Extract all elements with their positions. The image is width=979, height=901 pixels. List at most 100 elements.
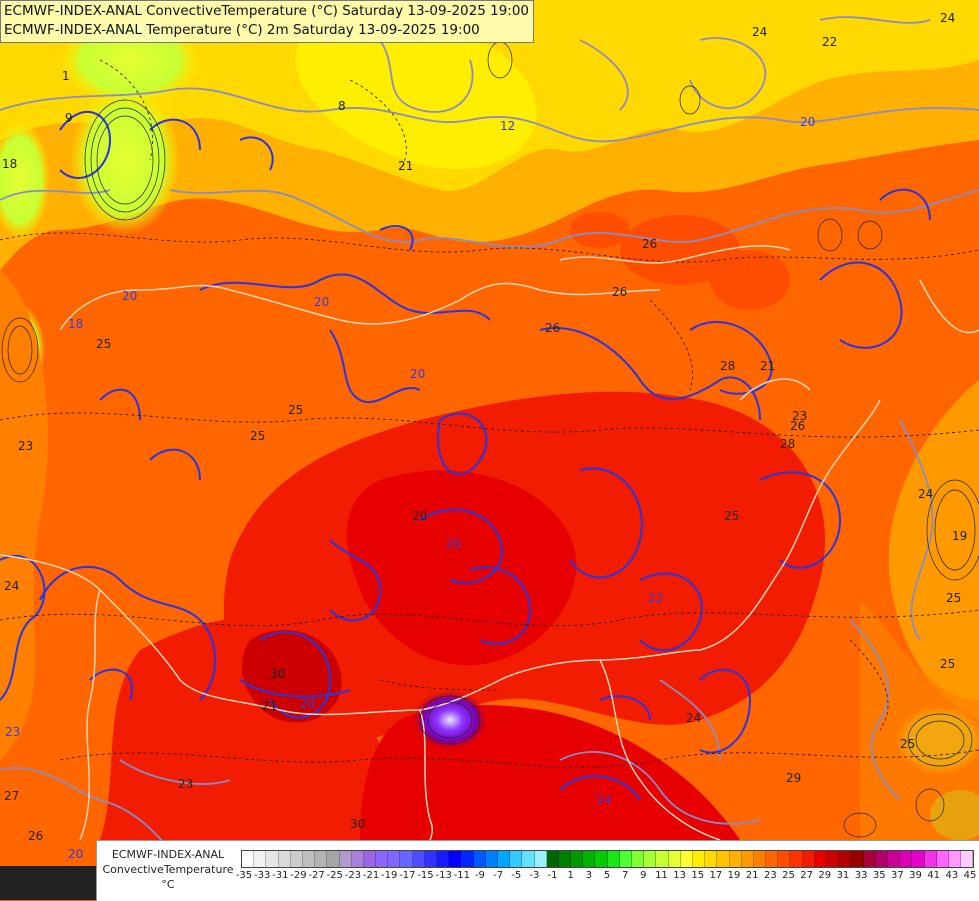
- legend-color-cell: [656, 851, 669, 867]
- legend-tick-label: 17: [709, 870, 723, 881]
- contour-label: 24: [918, 487, 933, 501]
- legend-color-cell: [924, 851, 937, 867]
- contour-label: 9: [65, 111, 73, 125]
- legend-color-cell: [729, 851, 742, 867]
- legend-color-cell: [242, 851, 255, 867]
- dashed-isolines: [0, 59, 979, 768]
- legend-color-cell: [558, 851, 572, 867]
- legend-label-model: ECMWF-INDEX-ANAL: [111, 848, 225, 861]
- contour-label: 27: [4, 789, 19, 803]
- contour-label: 21: [262, 699, 277, 713]
- contour-label: 23: [178, 777, 193, 791]
- legend-tick-label: 13: [673, 870, 686, 881]
- legend-tick-label: -25: [326, 870, 343, 881]
- legend-tick-label: -5: [511, 870, 522, 881]
- legend-tick-label: -1: [547, 870, 558, 881]
- contour-label: 26: [545, 321, 560, 335]
- legend-color-cell: [351, 851, 364, 867]
- map-title-box: ECMWF-INDEX-ANAL ConvectiveTemperature (…: [0, 0, 535, 43]
- legend-tick-label: 41: [927, 870, 941, 881]
- legend-color-cell: [388, 851, 401, 867]
- legend-tick-label: 7: [621, 870, 629, 881]
- legend-color-cell: [827, 851, 840, 867]
- legend-tick-label: 11: [655, 870, 668, 881]
- contour-label: 29: [786, 771, 801, 785]
- legend-color-cell: [802, 851, 815, 867]
- contour-label: 25: [250, 429, 265, 443]
- legend-color-cell: [583, 851, 596, 867]
- legend-color-cell: [363, 851, 377, 867]
- contour-label: 22: [822, 35, 837, 49]
- legend-color-cell: [741, 851, 754, 867]
- legend-color-cell: [400, 851, 413, 867]
- legend-tick-label: 15: [691, 870, 705, 881]
- legend-color-cell: [607, 851, 620, 867]
- contour-label: 26: [642, 237, 657, 251]
- legend-color-cell: [510, 851, 523, 867]
- contour-label: 26: [790, 419, 805, 433]
- legend-color-cell: [717, 851, 730, 867]
- legend-color-cell: [851, 851, 864, 867]
- legend-color-cell: [961, 851, 974, 867]
- legend-color-cell: [680, 851, 693, 867]
- legend-tick-label: -29: [290, 870, 307, 881]
- contour-label: 25: [96, 337, 111, 351]
- legend-color-cell: [290, 851, 303, 867]
- contour-label: 26: [612, 285, 627, 299]
- legend-color-cell: [875, 851, 888, 867]
- legend-tick-label: 43: [945, 870, 959, 881]
- legend-tick-label: -35: [235, 870, 253, 881]
- legend-color-cell: [534, 851, 547, 867]
- contour-label: 24: [940, 11, 955, 25]
- legend-color-cell: [497, 851, 511, 867]
- contour-label: 23: [792, 409, 807, 423]
- contour-label: 24: [4, 579, 19, 593]
- legend-color-cell: [522, 851, 535, 867]
- legend-tick-label: 25: [782, 870, 795, 881]
- legend-color-cell: [339, 851, 352, 867]
- legend-color-cell: [692, 851, 706, 867]
- legend-tick-label: -21: [362, 870, 380, 881]
- legend-color-cell: [302, 851, 316, 867]
- legend-tick-label: -33: [253, 870, 271, 881]
- legend-tick-label: -13: [435, 870, 452, 881]
- legend-tick-label: -19: [381, 870, 398, 881]
- legend-label-unit: °C: [161, 878, 175, 891]
- legend-color-cell: [315, 851, 328, 867]
- legend-color-cell: [376, 851, 389, 867]
- contour-label: 26: [28, 829, 43, 843]
- contour-label: 20: [122, 289, 137, 303]
- legend-color-cell: [778, 851, 791, 867]
- contour-label: 28: [780, 437, 795, 451]
- legend-color-cell: [266, 851, 279, 867]
- legend-tick-labels: -35 -33 -31 -29 -27 -25 -23 -21 -19 -17 -15 -13 -11-…: [236, 870, 979, 886]
- contour-label: 23: [5, 725, 20, 739]
- legend-color-cell: [254, 851, 267, 867]
- legend-color-cell: [900, 851, 913, 867]
- temperature-contours: [0, 16, 979, 861]
- legend-color-cell: [461, 851, 474, 867]
- legend-color-cell: [948, 851, 962, 867]
- legend-color-cell: [766, 851, 779, 867]
- legend-tick-label: -11: [453, 870, 470, 881]
- contour-label: 28: [720, 359, 735, 373]
- legend-color-cell: [839, 851, 852, 867]
- legend-label: ECMWF-INDEX-ANAL ConvectiveTemperature °…: [99, 847, 237, 892]
- contour-label: 20: [800, 115, 815, 129]
- legend-tick-label: -3: [529, 870, 540, 881]
- country-borders: [0, 245, 979, 841]
- title-2m-temperature: ECMWF-INDEX-ANAL Temperature (°C) 2m Sat…: [4, 22, 480, 38]
- contour-label: 20: [446, 537, 461, 551]
- legend-color-cell: [546, 851, 559, 867]
- contour-label: 20: [300, 697, 315, 711]
- contour-label: 20: [68, 847, 83, 861]
- legend-color-cell: [644, 851, 657, 867]
- legend-color-cell: [571, 851, 584, 867]
- legend-color-cell: [485, 851, 498, 867]
- legend-color-cell: [632, 851, 645, 867]
- legend-tick-label: 33: [854, 870, 868, 881]
- legend-tick-label: 39: [909, 870, 922, 881]
- contour-label: 12: [500, 119, 515, 133]
- legend-color-cell: [437, 851, 450, 867]
